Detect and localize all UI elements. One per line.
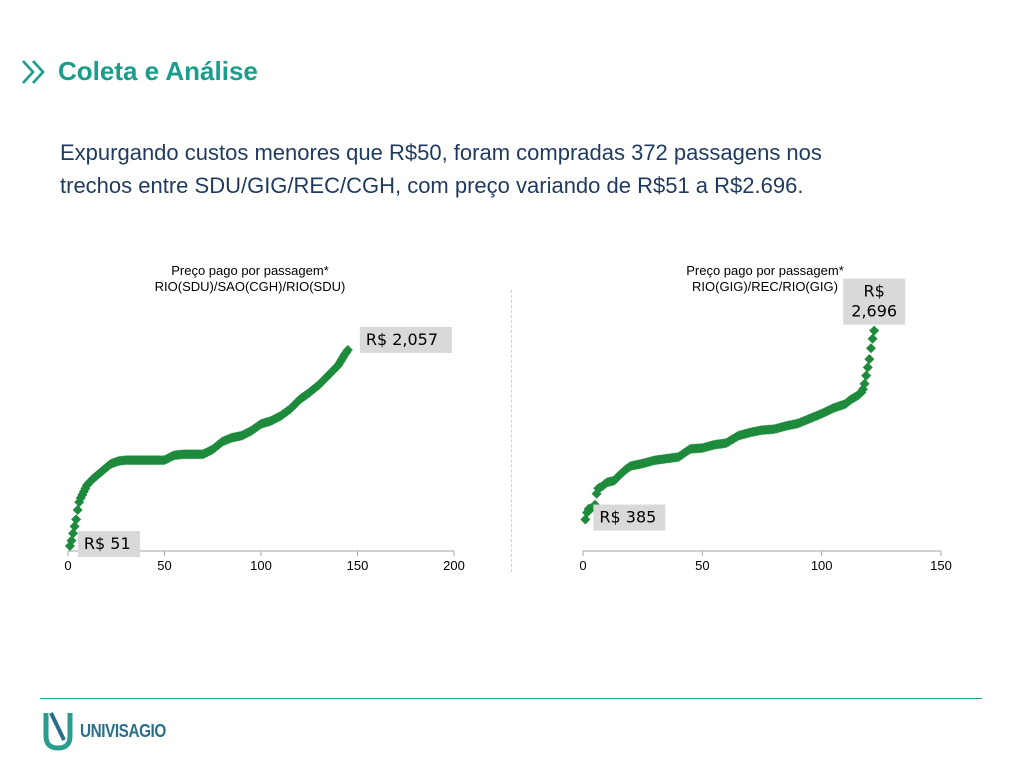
data-label: R$ 2,057 <box>359 326 452 353</box>
data-label: R$ 51 <box>77 531 140 558</box>
data-point <box>865 343 876 354</box>
x-tick-label: 50 <box>157 558 171 573</box>
data-label-text: 2,696 <box>851 302 897 321</box>
data-point <box>71 514 82 525</box>
data-point <box>72 504 83 515</box>
data-label-box <box>593 504 666 531</box>
data-point <box>580 514 591 525</box>
data-point <box>864 354 875 365</box>
data-point <box>867 333 878 344</box>
intro-text: Expurgando custos menores que R$50, fora… <box>60 136 960 202</box>
chart-title-line: Preço pago por passagem* <box>171 263 329 278</box>
chart-gig-plot: Preço pago por passagem*RIO(GIG)/REC/RIO… <box>579 263 952 573</box>
x-tick-label: 50 <box>695 558 709 573</box>
data-point <box>861 370 872 381</box>
data-point <box>859 378 870 389</box>
data-point <box>869 325 880 336</box>
x-tick-label: 100 <box>811 558 833 573</box>
x-tick-label: 150 <box>347 558 369 573</box>
chart-title-line: RIO(SDU)/SAO(CGH)/RIO(SDU) <box>155 279 346 294</box>
x-tick-label: 0 <box>64 558 71 573</box>
data-point <box>66 535 77 546</box>
double-chevron-icon <box>22 59 45 84</box>
page-title: Coleta e Análise <box>58 56 258 86</box>
data-label-text: R$ <box>864 282 885 301</box>
x-tick-label: 150 <box>930 558 952 573</box>
data-label: R$2,696 <box>843 278 906 325</box>
data-label-box <box>359 326 452 353</box>
data-point <box>74 497 85 508</box>
univisagio-logo: UNIVISAGIO <box>42 710 181 752</box>
data-point <box>342 344 353 355</box>
data-label-text: R$ 385 <box>599 508 656 527</box>
chart-sdu: Preço pago por passagem* RIO(SDU)/SAO(CGH… <box>40 256 480 586</box>
intro-line-2: trechos entre SDU/GIG/REC/CGH, com preço… <box>60 173 804 198</box>
x-tick-label: 100 <box>250 558 272 573</box>
page-header: Coleta e Análise <box>20 56 258 87</box>
data-label-text: R$ 2,057 <box>366 330 438 349</box>
data-label-box <box>843 278 906 325</box>
data-label-box <box>77 531 140 558</box>
chart-title-line: RIO(GIG)/REC/RIO(GIG) <box>692 279 838 294</box>
data-point <box>64 541 75 552</box>
data-label: R$ 385 <box>593 504 666 531</box>
data-label-text: R$ 51 <box>84 534 131 553</box>
data-point <box>862 362 873 373</box>
chart-gig: Preço pago por passagem* RIO(GIG)/REC/RIO… <box>555 256 975 586</box>
univisagio-logo-icon <box>43 712 73 751</box>
x-tick-label: 0 <box>579 558 586 573</box>
data-point <box>68 528 79 539</box>
chart-title-line: Preço pago por passagem* <box>686 263 844 278</box>
x-tick-label: 200 <box>443 558 465 573</box>
data-point <box>69 521 80 532</box>
logo-text: UNIVISAGIO <box>80 720 166 741</box>
chart-sdu-plot: Preço pago por passagem*RIO(SDU)/SAO(CGH… <box>64 263 465 573</box>
footer-divider <box>40 698 982 699</box>
intro-line-1: Expurgando custos menores que R$50, fora… <box>60 140 822 165</box>
chart-divider <box>511 290 512 572</box>
